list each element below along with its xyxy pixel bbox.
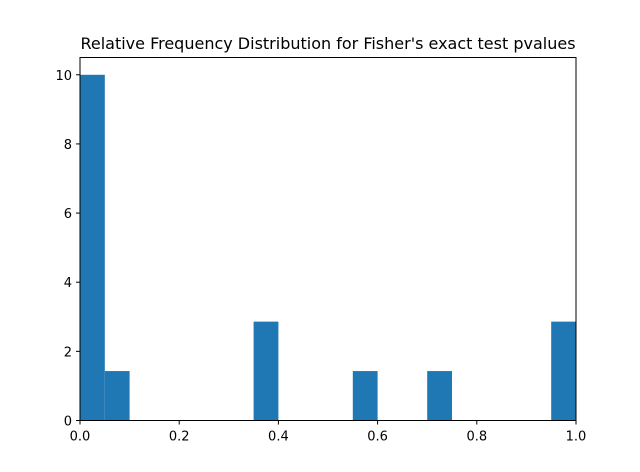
- x-tick-label: 0.4: [268, 430, 289, 445]
- bars-group: [80, 74, 576, 421]
- x-tick-label: 0.8: [466, 430, 487, 445]
- y-tick-label: 6: [64, 207, 72, 222]
- y-tick-label: 10: [55, 69, 72, 84]
- histogram-bar: [80, 74, 105, 421]
- x-tick-label: 0.2: [169, 430, 190, 445]
- histogram-bar: [352, 371, 378, 421]
- histogram-bar: [551, 321, 576, 421]
- plot-frame: [79, 57, 577, 421]
- histogram-bar: [253, 321, 279, 421]
- y-axis: 0 2 4 6 8 10: [55, 69, 80, 430]
- y-tick-label: 8: [64, 138, 72, 153]
- y-tick-label: 4: [64, 276, 72, 291]
- x-tick-label: 0.0: [70, 430, 91, 445]
- y-tick-label: 2: [64, 345, 72, 360]
- x-tick-label: 0.6: [367, 430, 388, 445]
- chart-title: Relative Frequency Distribution for Fish…: [80, 34, 575, 53]
- histogram-bar: [427, 371, 452, 421]
- x-axis: 0.0 0.2 0.4 0.6 0.8 1.0: [70, 420, 587, 445]
- y-tick-label: 0: [64, 415, 72, 430]
- x-tick-label: 1.0: [566, 430, 587, 445]
- histogram-bar: [104, 371, 130, 421]
